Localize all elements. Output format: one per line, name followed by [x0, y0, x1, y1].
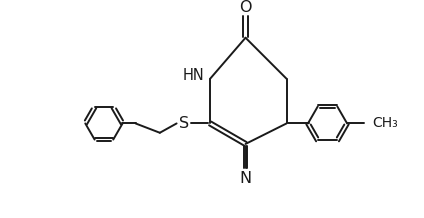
Text: O: O [239, 0, 252, 15]
Text: N: N [240, 171, 251, 186]
Text: HN: HN [183, 68, 204, 83]
Text: S: S [179, 116, 189, 131]
Text: CH₃: CH₃ [372, 116, 398, 130]
